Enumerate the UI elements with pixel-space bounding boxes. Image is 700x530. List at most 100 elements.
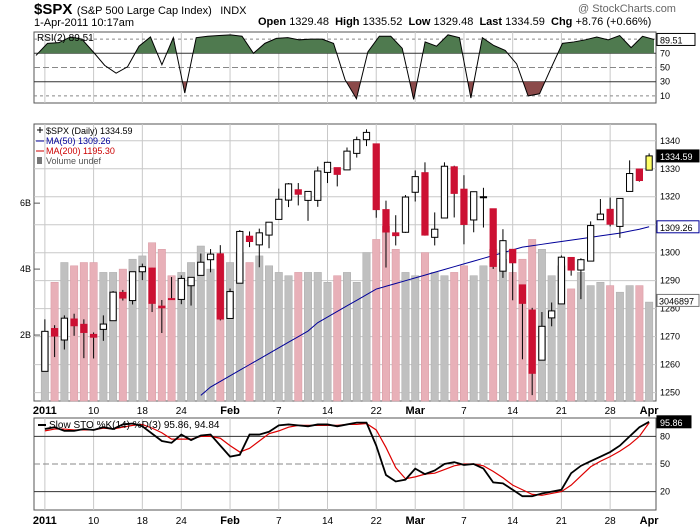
candle-body xyxy=(99,323,107,330)
candle-body xyxy=(333,167,341,175)
high-value: 1335.52 xyxy=(362,16,403,28)
volume-bar xyxy=(284,275,293,402)
sto-x-axis-tick-label: Apr xyxy=(640,515,660,527)
candle-body xyxy=(372,143,380,211)
volume-bar xyxy=(352,282,361,402)
candle-body xyxy=(187,276,195,287)
candle-body xyxy=(314,170,322,201)
chg-value: +8.76 (+0.66%) xyxy=(575,16,652,28)
price-x-axis-tick-label: 10 xyxy=(88,406,100,417)
candle-body xyxy=(606,208,614,225)
ma50-line xyxy=(200,226,650,396)
chart-header-symbol: $SPX (S&P 500 Large Cap Index) INDX xyxy=(34,1,247,19)
volume-bar xyxy=(187,262,196,402)
sto-y-tick: 80 xyxy=(660,431,670,441)
candle-body xyxy=(216,253,224,320)
volume-bar xyxy=(596,282,605,402)
volume-bar xyxy=(401,272,410,402)
candle-body xyxy=(304,190,312,201)
price-x-axis-tick-label: 2011 xyxy=(33,405,57,417)
candle-body xyxy=(460,188,468,225)
sto-x-axis-tick-label: 22 xyxy=(371,516,383,527)
candle-body xyxy=(323,161,332,173)
volume-bar xyxy=(372,239,381,402)
candle-body xyxy=(89,333,98,338)
sto-x-axis-tick-label: 7 xyxy=(461,516,467,527)
volume-bar xyxy=(498,258,507,402)
volume-bar xyxy=(459,265,468,402)
volume-bar xyxy=(547,275,556,402)
candle-body xyxy=(518,284,527,304)
volume-bar xyxy=(304,272,312,402)
volume-bar xyxy=(450,272,459,402)
candle-body xyxy=(450,166,458,194)
candle-body xyxy=(616,197,624,227)
sto-x-axis-tick-label: Mar xyxy=(405,515,425,527)
sto-x-axis-tick-label: 14 xyxy=(322,516,334,527)
candle-body xyxy=(645,155,653,171)
price-legend-entry: MA(50) 1309.26 xyxy=(46,136,111,146)
sto-k-value-box xyxy=(656,415,692,429)
volume-bar xyxy=(615,291,624,402)
volume-bar xyxy=(148,242,157,402)
price-x-axis-tick-label: 7 xyxy=(461,406,467,417)
candle-body xyxy=(479,196,488,199)
candle-body xyxy=(411,176,419,193)
price-y-tick: 1290 xyxy=(660,276,680,286)
price-legend-entry: $SPX (Daily) 1334.59 xyxy=(46,126,133,136)
volume-bar xyxy=(421,252,429,402)
candle-body xyxy=(177,277,185,300)
rsi-line xyxy=(35,34,655,101)
candle-body xyxy=(567,256,575,271)
candle-body xyxy=(41,330,49,372)
legend-volume-icon xyxy=(37,157,42,164)
candle-body xyxy=(70,318,78,327)
volume-bar xyxy=(226,262,235,402)
open-label: Open xyxy=(258,16,287,28)
symbol-label: $SPX xyxy=(34,1,73,18)
sto-y-tick: 20 xyxy=(660,487,670,497)
sto-x-axis-tick-label: 24 xyxy=(176,516,188,527)
volume-bar xyxy=(469,275,478,402)
candle-body xyxy=(119,291,127,299)
price-y-tick: 1320 xyxy=(660,192,680,202)
candle-body xyxy=(431,228,439,238)
price-x-axis-tick-label: 7 xyxy=(276,406,282,417)
price-y-tick: 1260 xyxy=(660,360,680,370)
price-y-tick: 1300 xyxy=(660,248,680,258)
candle-body xyxy=(80,323,88,333)
last-price-box xyxy=(656,149,700,163)
price-x-axis-tick-label: Feb xyxy=(220,405,240,417)
volume-bar xyxy=(245,262,254,402)
last-price-box-label: 1334.59 xyxy=(660,152,693,162)
volume-value-box xyxy=(656,293,700,307)
price-y-tick: 1280 xyxy=(660,304,680,314)
price-x-axis-tick-label: 24 xyxy=(176,406,188,417)
candle-body xyxy=(255,232,263,246)
candle-body xyxy=(557,256,566,305)
candle-body xyxy=(626,173,634,192)
volume-bar xyxy=(274,272,283,402)
candle-body xyxy=(206,253,215,261)
candle-body xyxy=(51,328,59,337)
candle-body xyxy=(148,267,156,304)
volume-bar xyxy=(255,255,264,402)
price-x-axis-tick-label: 14 xyxy=(322,406,334,417)
price-y-tick: 1250 xyxy=(660,388,680,398)
sto-x-axis-tick-label: 18 xyxy=(137,516,149,527)
volume-bar xyxy=(430,272,439,402)
volume-bar xyxy=(313,272,322,402)
low-value: 1329.48 xyxy=(433,16,474,28)
ohlc-readout: Open 1329.48 High 1335.52 Low 1329.48 La… xyxy=(258,16,651,28)
candle-body xyxy=(440,165,449,219)
candle-body xyxy=(60,317,68,341)
volume-bar xyxy=(635,285,644,402)
ma50-value-box xyxy=(656,220,700,234)
sto-x-axis-tick-label: 10 xyxy=(88,516,100,527)
candle-body xyxy=(489,208,497,267)
volume-bar xyxy=(645,301,654,402)
candle-body xyxy=(236,230,244,284)
watermark: @ StockCharts.com xyxy=(578,3,676,15)
candle-body xyxy=(226,291,234,319)
